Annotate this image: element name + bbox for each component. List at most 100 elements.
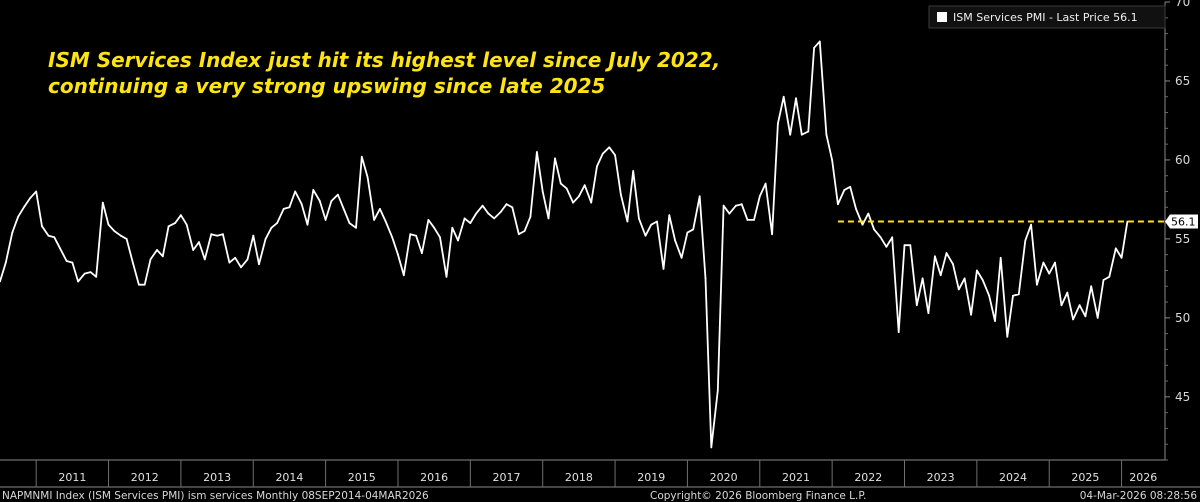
data-point bbox=[740, 203, 743, 206]
data-point bbox=[952, 263, 954, 266]
x-tick-label: 2012 bbox=[131, 471, 159, 484]
data-point bbox=[837, 203, 839, 206]
data-point bbox=[0, 280, 1, 283]
data-point bbox=[125, 238, 128, 240]
data-point bbox=[167, 225, 170, 228]
data-point bbox=[282, 208, 285, 210]
data-point bbox=[1108, 275, 1111, 278]
data-point bbox=[601, 152, 604, 155]
data-point bbox=[348, 222, 351, 225]
x-tick-label: 2018 bbox=[565, 471, 593, 484]
data-point bbox=[174, 222, 177, 225]
data-point bbox=[999, 256, 1002, 259]
x-tick-label: 2017 bbox=[493, 471, 521, 484]
footer-right: 04-Mar-2026 08:28:56 bbox=[1080, 490, 1198, 502]
data-point bbox=[1006, 335, 1009, 338]
data-point bbox=[698, 195, 701, 198]
data-point bbox=[216, 234, 219, 237]
data-point bbox=[873, 228, 875, 231]
x-tick-label: 2016 bbox=[420, 471, 448, 484]
data-point bbox=[1126, 220, 1129, 223]
data-point bbox=[306, 223, 309, 226]
data-point bbox=[1120, 256, 1123, 259]
y-tick-label: 65 bbox=[1175, 74, 1190, 88]
data-point bbox=[674, 239, 676, 242]
data-point bbox=[198, 241, 200, 244]
data-point bbox=[469, 222, 472, 225]
data-point bbox=[789, 133, 792, 136]
data-point bbox=[541, 190, 544, 193]
x-tick-label: 2022 bbox=[854, 471, 882, 484]
data-point bbox=[523, 230, 526, 232]
data-point bbox=[716, 389, 719, 392]
data-point bbox=[246, 258, 249, 261]
data-point bbox=[963, 277, 966, 280]
data-point bbox=[578, 195, 580, 198]
data-point bbox=[1036, 283, 1038, 286]
data-point bbox=[143, 283, 146, 286]
data-point bbox=[161, 255, 164, 258]
data-point bbox=[1024, 239, 1027, 242]
last-value-label: 56.1 bbox=[1171, 216, 1196, 229]
x-tick-label: 2020 bbox=[710, 471, 738, 484]
data-point bbox=[771, 233, 773, 236]
last-value-tag: 56.1 bbox=[1165, 214, 1198, 229]
data-point bbox=[355, 226, 357, 229]
data-point bbox=[47, 234, 50, 237]
data-point bbox=[807, 130, 810, 133]
data-point bbox=[203, 258, 206, 261]
data-point bbox=[457, 239, 459, 242]
data-point bbox=[1096, 317, 1099, 319]
data-point bbox=[1084, 315, 1087, 318]
x-tick-label: 2019 bbox=[637, 471, 665, 484]
data-point bbox=[981, 279, 984, 281]
data-point bbox=[300, 203, 303, 206]
x-tick-label: 2026 bbox=[1129, 471, 1157, 484]
data-point bbox=[704, 277, 707, 280]
data-point bbox=[29, 196, 32, 199]
data-point bbox=[800, 133, 803, 136]
x-tick-label: 2014 bbox=[275, 471, 303, 484]
data-point bbox=[210, 233, 213, 236]
data-point bbox=[903, 244, 906, 247]
data-point bbox=[270, 226, 273, 229]
data-point bbox=[23, 206, 25, 209]
y-tick-label: 45 bbox=[1175, 390, 1190, 404]
data-point bbox=[1030, 223, 1032, 226]
data-point bbox=[753, 219, 755, 221]
data-point bbox=[722, 204, 725, 207]
data-point bbox=[638, 217, 640, 220]
data-point bbox=[499, 211, 502, 213]
footer-center: Copyright© 2026 Bloomberg Finance L.P. bbox=[650, 490, 866, 502]
data-point bbox=[861, 223, 864, 226]
data-point bbox=[11, 231, 14, 234]
data-point bbox=[608, 146, 611, 149]
data-point bbox=[439, 236, 441, 239]
data-point bbox=[1048, 272, 1051, 275]
data-point bbox=[1054, 261, 1056, 264]
data-point bbox=[849, 185, 852, 188]
data-point bbox=[53, 236, 56, 239]
data-point bbox=[252, 234, 255, 237]
legend-swatch bbox=[937, 12, 947, 22]
data-point bbox=[17, 215, 19, 218]
data-point bbox=[939, 274, 942, 277]
data-point bbox=[668, 214, 671, 217]
data-point bbox=[101, 201, 104, 204]
legend: ISM Services PMI - Last Price 56.1 bbox=[928, 5, 1166, 29]
data-point bbox=[342, 208, 345, 210]
data-point bbox=[782, 95, 785, 98]
data-point bbox=[493, 217, 496, 220]
data-point bbox=[945, 252, 948, 255]
data-point bbox=[1090, 285, 1093, 288]
data-point bbox=[360, 155, 363, 158]
data-point bbox=[156, 249, 158, 251]
data-point bbox=[565, 187, 568, 190]
data-point bbox=[77, 280, 79, 283]
data-point bbox=[680, 256, 683, 259]
data-point bbox=[330, 200, 333, 202]
data-point bbox=[240, 266, 242, 269]
data-point bbox=[288, 206, 291, 209]
data-point bbox=[813, 46, 815, 49]
data-point bbox=[138, 283, 140, 286]
